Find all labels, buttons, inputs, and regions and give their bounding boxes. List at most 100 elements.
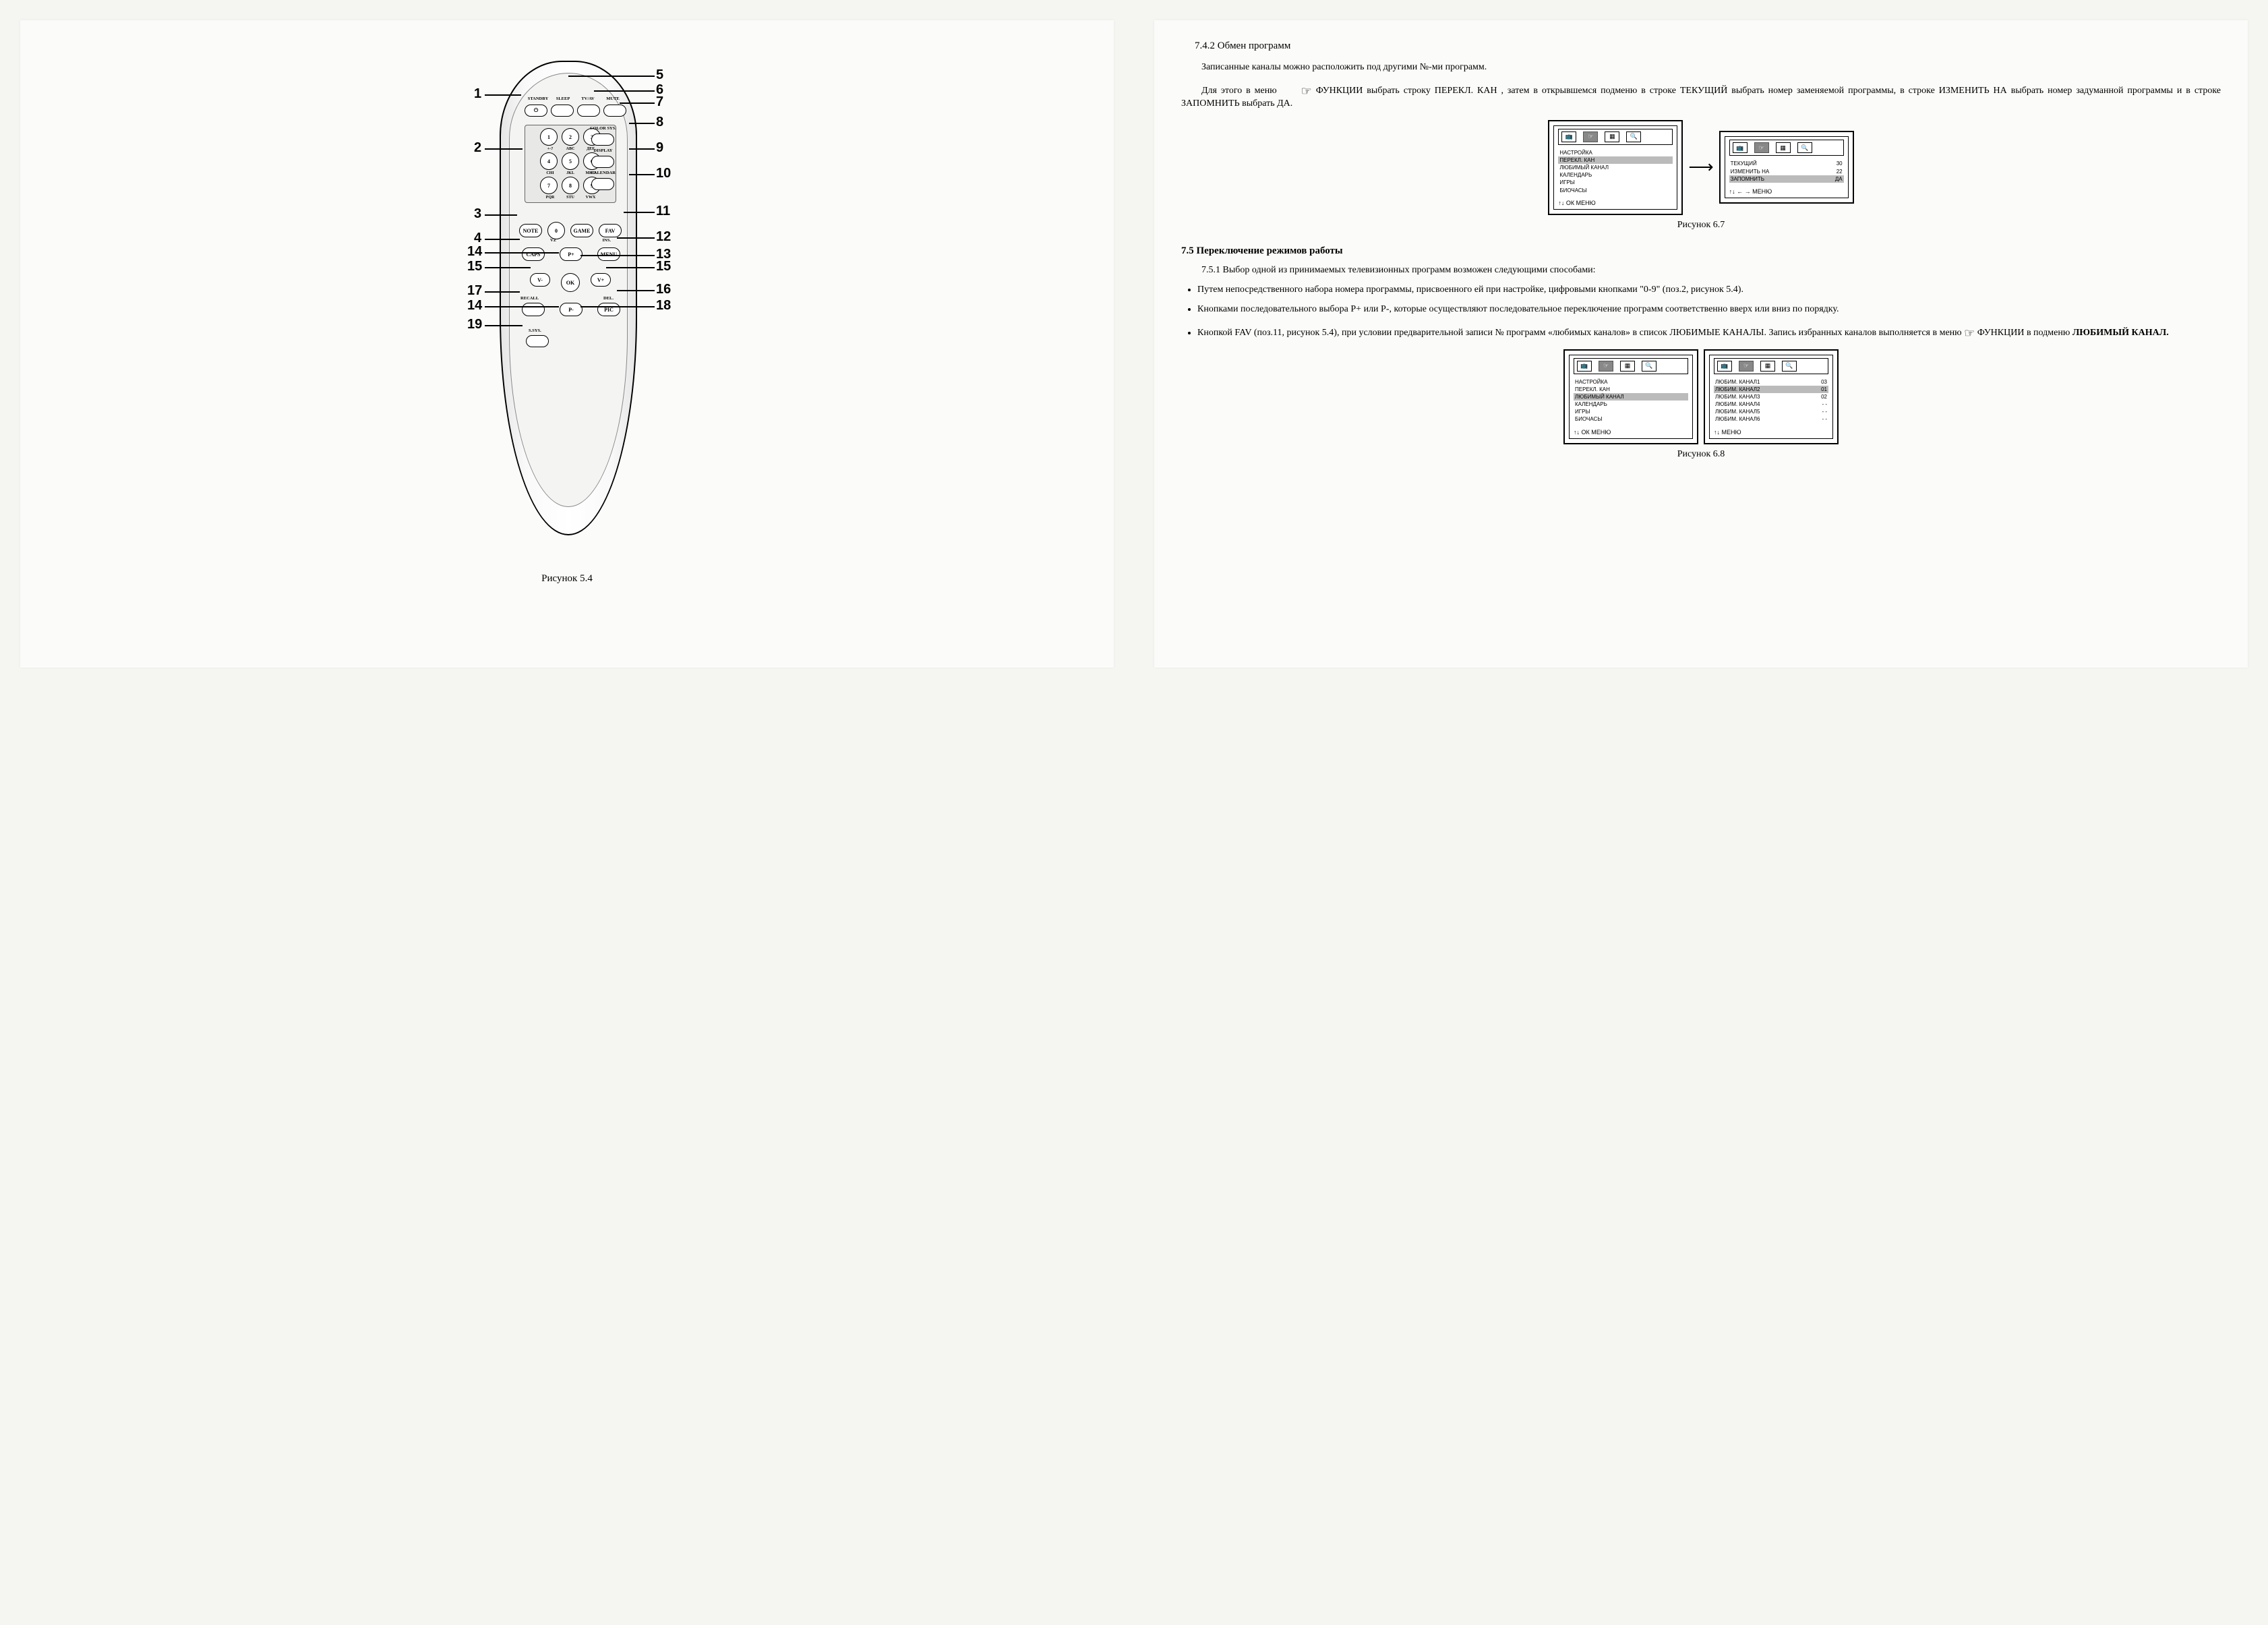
tv-icon: 📺 xyxy=(1717,361,1732,372)
para-records: Записанные каналы можно расположить под … xyxy=(1181,61,2221,74)
fav-button: FAV xyxy=(599,224,622,237)
key-2: 2 xyxy=(562,128,579,146)
lbl-ins: INS. xyxy=(603,238,611,243)
hand-icon: ☞ xyxy=(1964,325,1975,341)
top-button-row: ⏻ xyxy=(525,105,626,117)
search-icon: 🔍 xyxy=(1782,361,1797,372)
menu67a: 📺 ☞ ▦ 🔍 НАСТРОЙКАПЕРЕКЛ. КАНЛЮБИМЫЙ КАНА… xyxy=(1548,120,1683,215)
sleep-button xyxy=(551,105,574,117)
menu-item: ИГРЫ xyxy=(1558,179,1673,186)
menu-button: MENU xyxy=(597,247,620,261)
search-icon: 🔍 xyxy=(1642,361,1657,372)
hand-icon: ☞ xyxy=(1281,83,1312,99)
key-0: 0 xyxy=(547,222,565,239)
figure-6-8: 📺 ☞ ▦ 🔍 НАСТРОЙКАПЕРЕКЛ. КАНЛЮБИМЫЙ КАНА… xyxy=(1181,349,2221,444)
note-button: NOTE xyxy=(519,224,542,237)
hand-tab-icon: ☞ xyxy=(1754,142,1769,153)
menu-item: КАЛЕНДАРЬ xyxy=(1558,171,1673,179)
bullet-1: Путем непосредственного набора номера пр… xyxy=(1197,284,2221,297)
key-4: 4 xyxy=(540,152,558,170)
tvav-button xyxy=(577,105,600,117)
caps-button: CAPS xyxy=(522,247,545,261)
callout-16: 16 xyxy=(656,282,671,297)
menu-item: ПЕРЕКЛ. КАН xyxy=(1574,386,1688,393)
callout-19: 19 xyxy=(467,317,482,332)
menu67b-list: ТЕКУЩИЙ30ИЗМЕНИТЬ НА22ЗАПОМНИТЬДА xyxy=(1729,160,1844,183)
callout-15l: 15 xyxy=(467,259,482,274)
lbl-colorsys: COLOR SYS. xyxy=(590,126,616,131)
para-instructions: Для этого в меню ☞ ФУНКЦИИ выбрать строк… xyxy=(1181,81,2221,111)
menu67a-footer: ↑↓ ОК МЕНЮ xyxy=(1558,200,1673,206)
callout-7: 7 xyxy=(656,94,663,110)
bullet-2: Кнопками последовательного выбора P+ или… xyxy=(1197,303,2221,316)
para-751: 7.5.1 Выбор одной из принимаемых телевиз… xyxy=(1181,264,2221,277)
heading-75: 7.5 Переключение режимов работы xyxy=(1181,244,2221,258)
remote-face: STANDBY SLEEP TV/AV MUTE ⏻ 1 2 xyxy=(509,73,628,507)
callout-10: 10 xyxy=(656,166,671,181)
callout-3: 3 xyxy=(474,206,481,222)
menu-item: ЛЮБИМ. КАНАЛ103 xyxy=(1714,378,1828,386)
callout-18: 18 xyxy=(656,298,671,314)
display-button xyxy=(591,156,614,168)
callout-5: 5 xyxy=(656,67,663,83)
lbl-recall: RECALL xyxy=(520,296,539,301)
menu-tabs: 📺 ☞ ▦ 🔍 xyxy=(1558,129,1673,145)
ssys-button xyxy=(526,335,549,347)
callout-15r: 15 xyxy=(656,259,671,274)
callout-11: 11 xyxy=(656,204,670,219)
hand-tab-icon: ☞ xyxy=(1739,361,1754,372)
search-icon: 🔍 xyxy=(1626,131,1641,142)
key-1: 1 xyxy=(540,128,558,146)
menu-tabs-d: 📺 ☞ ▦ 🔍 xyxy=(1714,358,1828,374)
mute-button xyxy=(603,105,626,117)
bullet-3: Кнопкой FAV (поз.11, рисунок 5.4), при у… xyxy=(1197,323,2221,340)
menu-item: ТЕКУЩИЙ30 xyxy=(1729,160,1844,167)
tv-icon: 📺 xyxy=(1561,131,1576,142)
power-icon: ⏻ xyxy=(534,107,538,114)
menu-item: ЛЮБИМ. КАНАЛ5- - xyxy=(1714,408,1828,415)
lbl-mute: MUTE xyxy=(602,96,624,101)
lbl-tvav: TV/AV xyxy=(577,96,599,101)
menu-item: НАСТРОЙКА xyxy=(1574,378,1688,386)
heading-742: 7.4.2 Обмен программ xyxy=(1195,40,2221,52)
figure-6-7: 📺 ☞ ▦ 🔍 НАСТРОЙКАПЕРЕКЛ. КАНЛЮБИМЫЙ КАНА… xyxy=(1181,120,2221,215)
grid-icon: ▦ xyxy=(1760,361,1775,372)
callout-14: 14 xyxy=(467,244,482,260)
menu-tabs-c: 📺 ☞ ▦ 🔍 xyxy=(1574,358,1688,374)
standby-button: ⏻ xyxy=(525,105,547,117)
menu-item: КАЛЕНДАРЬ xyxy=(1574,401,1688,408)
menu68a: 📺 ☞ ▦ 🔍 НАСТРОЙКАПЕРЕКЛ. КАНЛЮБИМЫЙ КАНА… xyxy=(1563,349,1698,444)
grid-icon: ▦ xyxy=(1620,361,1635,372)
menu-item: ЛЮБИМЫЙ КАНАЛ xyxy=(1574,393,1688,401)
tv-icon: 📺 xyxy=(1733,142,1748,153)
figure-6-8-caption: Рисунок 6.8 xyxy=(1181,448,2221,461)
note-row: NOTE 0 GAME FAV xyxy=(519,222,622,239)
recall-row: P- PIC xyxy=(522,303,620,316)
callout-14b: 14 xyxy=(467,298,482,314)
top-label-row: STANDBY SLEEP TV/AV MUTE xyxy=(527,96,624,101)
vol-row: V- OK V+ xyxy=(530,273,611,292)
left-page: STANDBY SLEEP TV/AV MUTE ⏻ 1 2 xyxy=(20,20,1114,668)
recall-button xyxy=(522,303,545,316)
key-5: 5 xyxy=(562,152,579,170)
menu-item: ЛЮБИМ. КАНАЛ201 xyxy=(1714,386,1828,393)
remote-diagram: STANDBY SLEEP TV/AV MUTE ⏻ 1 2 xyxy=(412,47,722,560)
menu68b: 📺 ☞ ▦ 🔍 ЛЮБИМ. КАНАЛ103ЛЮБИМ. КАНАЛ201ЛЮ… xyxy=(1704,349,1839,444)
pic-button: PIC xyxy=(597,303,620,316)
menu68b-footer: ↑↓ МЕНЮ xyxy=(1714,429,1828,436)
calendar-button xyxy=(591,178,614,190)
arrow-right-icon: ⟶ xyxy=(1688,157,1713,177)
menu-item: ЛЮБИМ. КАНАЛ6- - xyxy=(1714,415,1828,423)
menu67b: 📺 ☞ ▦ 🔍 ТЕКУЩИЙ30ИЗМЕНИТЬ НА22ЗАПОМНИТЬД… xyxy=(1719,131,1854,204)
caps-row: CAPS P+ MENU xyxy=(522,247,620,261)
menu-item: ЛЮБИМЫЙ КАНАЛ xyxy=(1558,164,1673,171)
figure-5-4-caption: Рисунок 5.4 xyxy=(47,573,1087,585)
callout-9: 9 xyxy=(656,140,663,156)
lbl-calendar: CALENDAR xyxy=(591,171,616,175)
side-column: COLOR SYS. DISPLAY CALENDAR xyxy=(590,126,616,190)
menu67a-list: НАСТРОЙКАПЕРЕКЛ. КАНЛЮБИМЫЙ КАНАЛКАЛЕНДА… xyxy=(1558,149,1673,194)
grid-icon: ▦ xyxy=(1776,142,1791,153)
menu68a-footer: ↑↓ ОК МЕНЮ xyxy=(1574,429,1688,436)
tv-icon: 📺 xyxy=(1577,361,1592,372)
menu68b-list: ЛЮБИМ. КАНАЛ103ЛЮБИМ. КАНАЛ201 ЛЮБИМ. КАН… xyxy=(1714,378,1828,423)
